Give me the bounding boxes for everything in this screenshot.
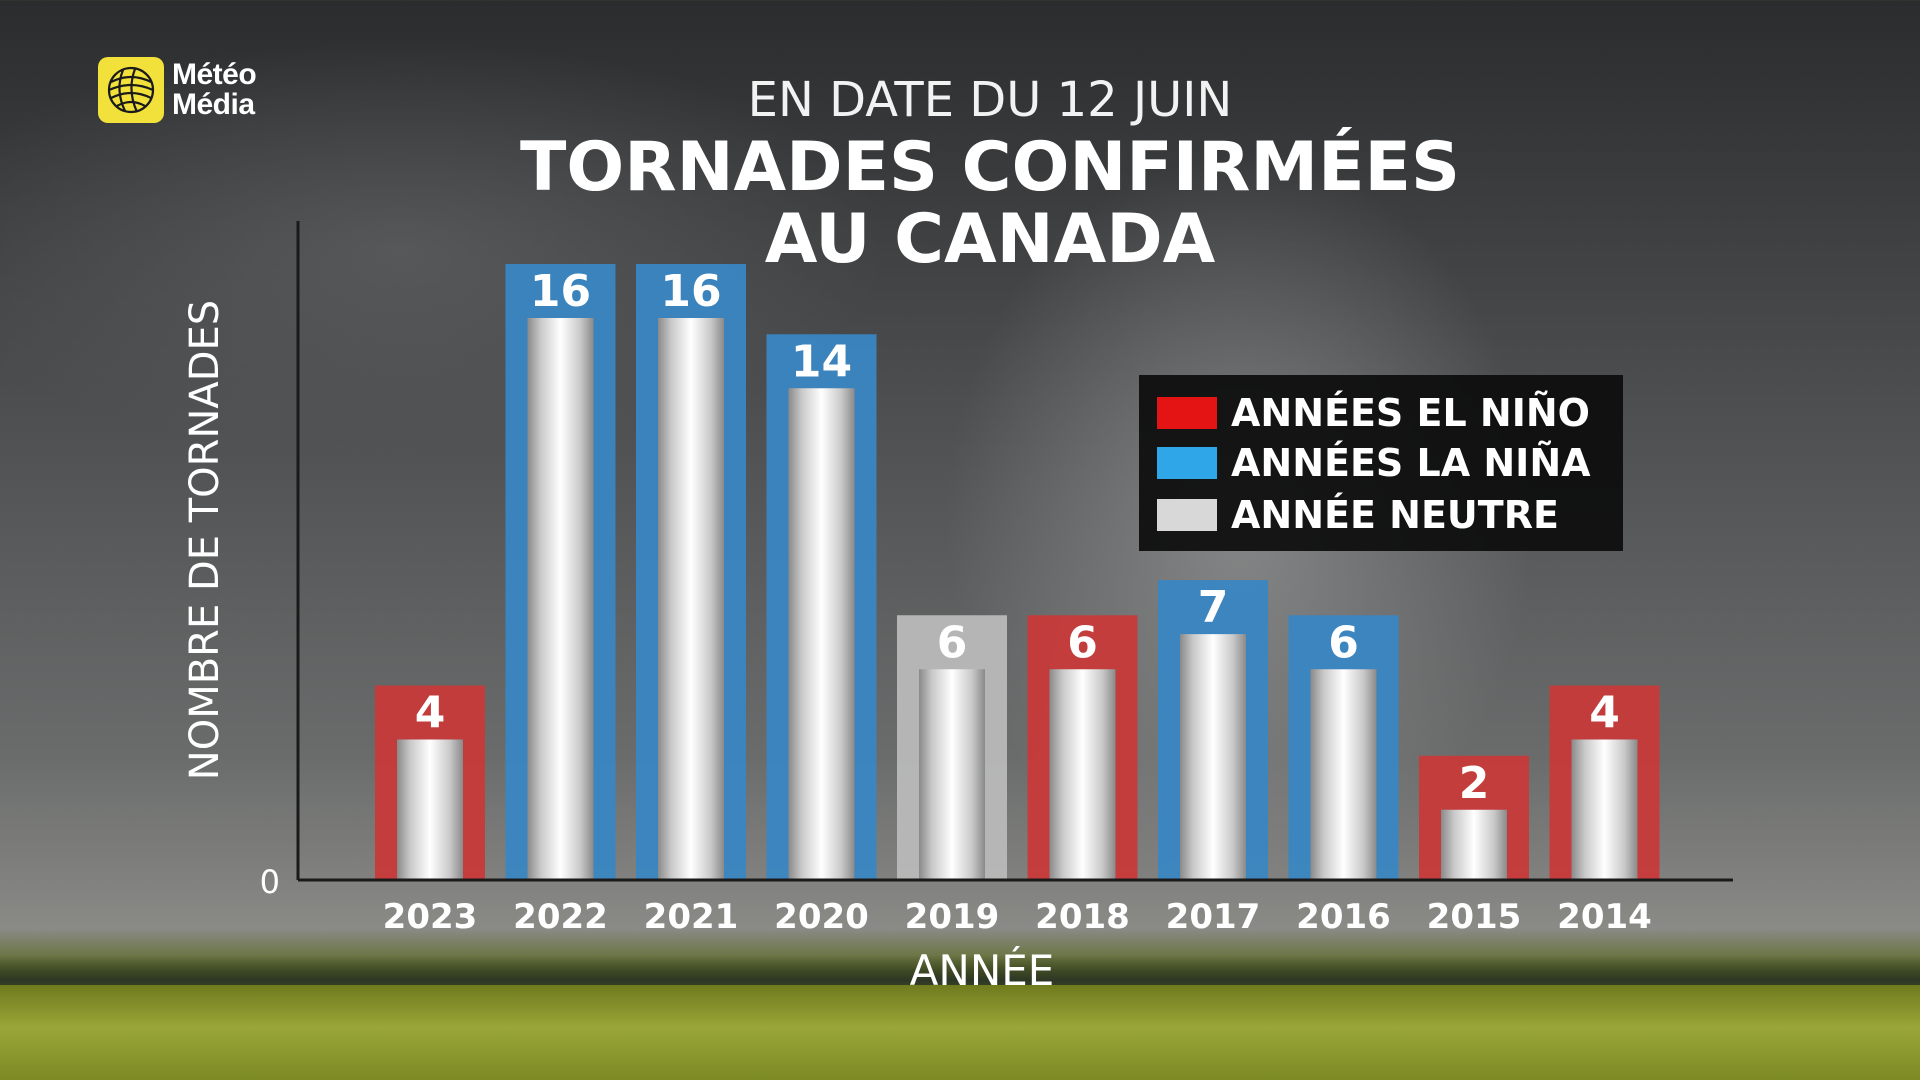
globe-icon [98, 57, 164, 123]
legend-label-la-nina: ANNÉES LA NIÑA [1231, 441, 1591, 485]
bar-inner-2022 [527, 318, 594, 880]
legend-item-neutre: ANNÉE NEUTRE [1157, 493, 1559, 537]
legend-swatch-la-nina [1157, 447, 1217, 479]
legend-swatch-neutre [1157, 499, 1217, 531]
bar-inner-2015 [1441, 809, 1507, 880]
bar-inner-2023 [397, 739, 463, 880]
x-tick-2015: 2015 [1427, 897, 1522, 937]
x-tick-2019: 2019 [905, 897, 1000, 937]
title-line-2: AU CANADA [764, 200, 1216, 279]
x-tick-labels: 2023 2022 2021 2020 2019 2018 2017 2016 2015 2014 [383, 897, 1652, 937]
bar-value-label-2017: 7 [1198, 582, 1229, 633]
logo-line-2: Média [172, 88, 255, 121]
chart-title: TORNADES CONFIRMÉES AU CANADA [0, 132, 1920, 276]
meteomedia-logo: Météo Média [98, 57, 257, 123]
bar-value-label-2018: 6 [1067, 617, 1098, 668]
bar-inner-2016 [1310, 669, 1377, 880]
bar-inner-2020 [788, 388, 855, 880]
bar-value-label-2021: 16 [660, 266, 721, 317]
chart-subtitle: EN DATE DU 12 JUIN [747, 72, 1233, 128]
legend-label-el-nino: ANNÉES EL NIÑO [1231, 391, 1590, 435]
logo-line-1: Météo [172, 58, 257, 91]
x-axis-label: ANNÉE [910, 945, 1055, 995]
legend-label-neutre: ANNÉE NEUTRE [1231, 493, 1559, 537]
bar-value-label-2016: 6 [1328, 617, 1359, 668]
legend-item-la-nina: ANNÉES LA NIÑA [1157, 441, 1591, 485]
bar-inner-2019 [919, 669, 985, 880]
bar-value-label-2014: 4 [1589, 688, 1620, 739]
x-tick-2016: 2016 [1296, 897, 1391, 937]
canola-field [0, 985, 1920, 1080]
x-tick-2017: 2017 [1166, 897, 1261, 937]
x-tick-2014: 2014 [1557, 897, 1652, 937]
bar-value-label-2020: 14 [791, 336, 852, 387]
y-tick-zero: 0 [260, 863, 280, 901]
logo-wordmark: Météo Média [172, 58, 257, 121]
bar-inner-2021 [658, 318, 724, 880]
legend-swatch-el-nino [1157, 397, 1217, 429]
x-tick-2023: 2023 [383, 897, 478, 937]
bar-value-label-2022: 16 [530, 266, 591, 317]
x-tick-2022: 2022 [513, 897, 608, 937]
bar-inner-2018 [1049, 669, 1116, 880]
legend-item-el-nino: ANNÉES EL NIÑO [1157, 391, 1590, 435]
bar-inner-2017 [1180, 634, 1246, 880]
x-tick-2018: 2018 [1035, 897, 1130, 937]
bars-group: 4 16 16 14 6 6 7 6 2 4 [375, 264, 1660, 880]
title-line-1: TORNADES CONFIRMÉES [520, 128, 1460, 207]
y-axis-label: NOMBRE DE TORNADES [182, 300, 228, 780]
bar-value-label-2023: 4 [415, 688, 446, 739]
x-tick-2021: 2021 [644, 897, 739, 937]
x-tick-2020: 2020 [774, 897, 869, 937]
bar-inner-2014 [1571, 739, 1638, 880]
bar-value-label-2015: 2 [1459, 758, 1490, 809]
legend: ANNÉES EL NIÑO ANNÉES LA NIÑA ANNÉE NEUT… [1139, 375, 1623, 551]
bar-value-label-2019: 6 [937, 617, 968, 668]
